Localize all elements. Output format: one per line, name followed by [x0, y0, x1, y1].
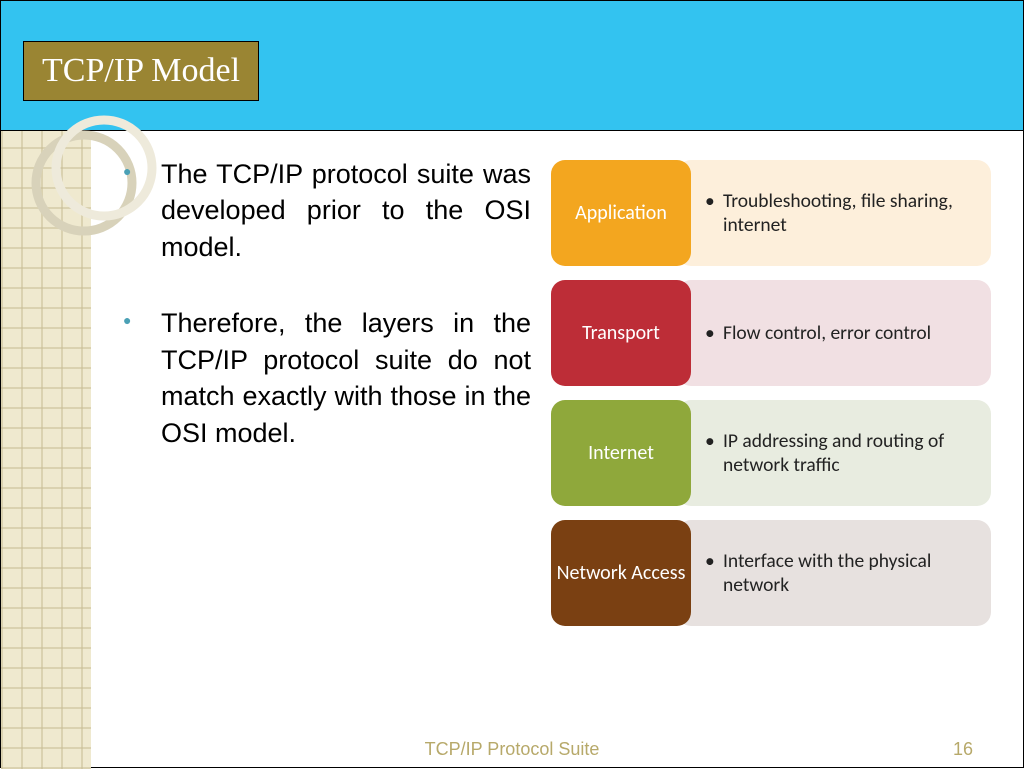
layer-desc-text: Flow control, error control [705, 321, 931, 345]
bullet-item: The TCP/IP protocol suite was developed … [111, 156, 531, 265]
footer-title: TCP/IP Protocol Suite [425, 739, 600, 760]
layer-desc: Interface with the physical network [677, 520, 991, 626]
layer-desc: IP addressing and routing of network tra… [677, 400, 991, 506]
layer-desc-text: Troubleshooting, file sharing, internet [705, 189, 977, 238]
layer-label: Application [551, 160, 691, 266]
header-band: TCP/IP Model [1, 1, 1023, 131]
layer-label: Internet [551, 400, 691, 506]
layer-label: Transport [551, 280, 691, 386]
layer-label: Network Access [551, 520, 691, 626]
layer-row-application: Application Troubleshooting, file sharin… [551, 160, 991, 266]
layer-desc-text: IP addressing and routing of network tra… [705, 429, 977, 478]
slide-title: TCP/IP Model [23, 41, 259, 101]
layer-desc: Troubleshooting, file sharing, internet [677, 160, 991, 266]
bullet-list: The TCP/IP protocol suite was developed … [111, 156, 531, 451]
layers-column: Application Troubleshooting, file sharin… [551, 156, 991, 711]
layer-desc: Flow control, error control [677, 280, 991, 386]
side-decorative-strip [1, 131, 91, 769]
page-number: 16 [953, 739, 973, 760]
layer-row-internet: Internet IP addressing and routing of ne… [551, 400, 991, 506]
layer-row-network-access: Network Access Interface with the physic… [551, 520, 991, 626]
bullet-item: Therefore, the layers in the TCP/IP prot… [111, 305, 531, 451]
text-column: The TCP/IP protocol suite was developed … [111, 156, 551, 711]
layer-desc-text: Interface with the physical network [705, 549, 977, 598]
layer-row-transport: Transport Flow control, error control [551, 280, 991, 386]
content-area: The TCP/IP protocol suite was developed … [111, 156, 991, 711]
